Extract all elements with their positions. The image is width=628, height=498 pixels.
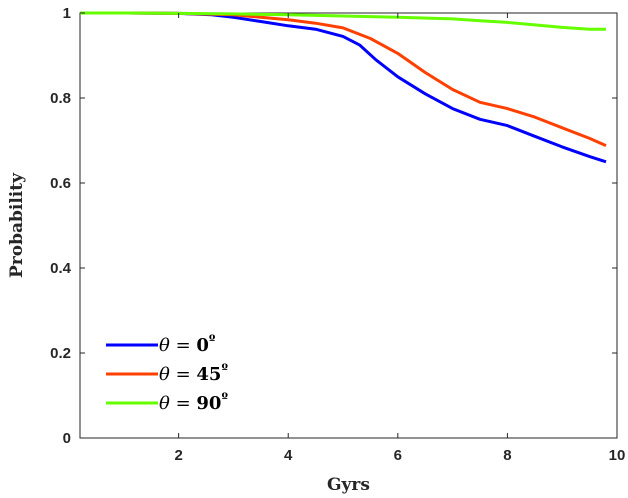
y-axis-title: Probability: [7, 172, 27, 278]
series-line-2: [80, 11, 606, 31]
legend-label-0: θ = 0º: [159, 333, 216, 356]
x-tick-label: 10: [609, 447, 626, 464]
plot-frame: [79, 12, 618, 439]
x-tick-label: 4: [284, 447, 293, 464]
x-tick-label: 8: [503, 447, 511, 464]
x-tick-label: 6: [394, 447, 402, 464]
series-lines: [80, 11, 607, 164]
y-tick-label: 0.4: [50, 260, 72, 277]
x-tick-label: 2: [174, 447, 182, 464]
y-tick-label: 0.6: [50, 175, 71, 192]
axis-ticks: 2 4 6 8 10 0 0.2 0.4 0.6 0.8 1: [50, 5, 625, 464]
y-tick-label: 0: [63, 430, 71, 447]
legend-label-1: θ = 45º: [159, 362, 228, 385]
y-tick-label: 0.2: [50, 345, 71, 362]
legend: θ = 0º θ = 45º θ = 90º: [106, 333, 228, 414]
y-tick-label: 0.8: [50, 90, 71, 107]
x-axis-title: Gyrs: [327, 475, 370, 495]
legend-label-2: θ = 90º: [159, 391, 228, 414]
y-tick-label: 1: [63, 5, 71, 22]
plot-area: [79, 12, 618, 439]
